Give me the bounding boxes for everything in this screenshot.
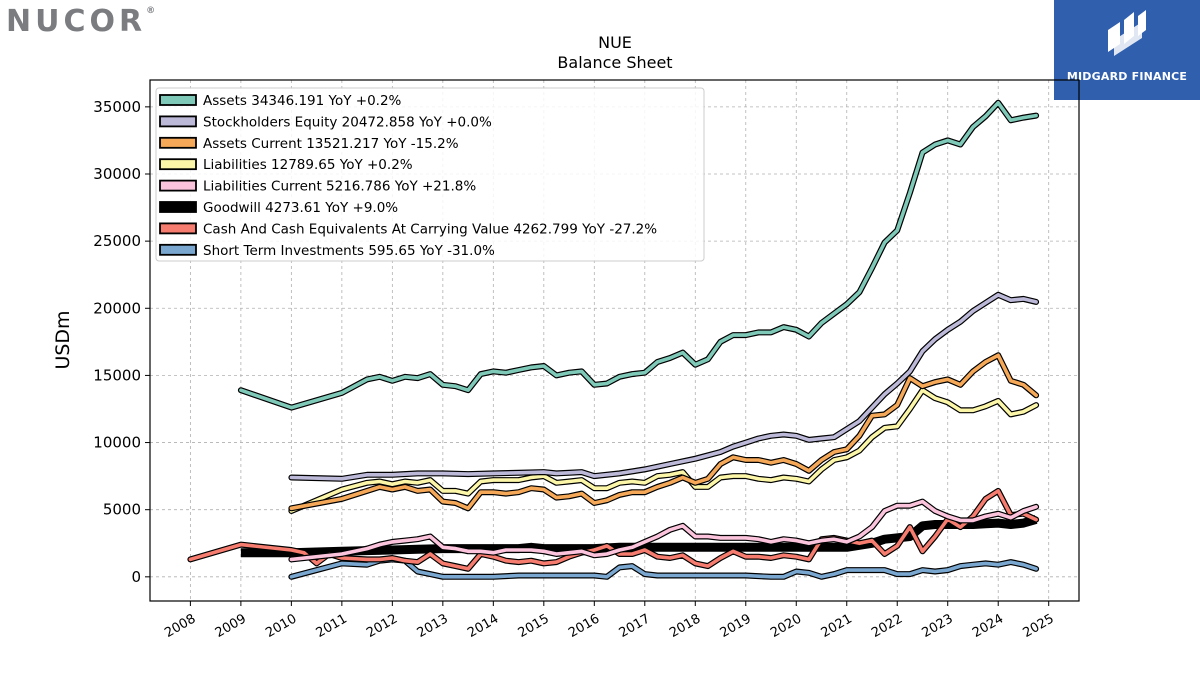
nucor-logo-text: NUCOR <box>6 4 147 39</box>
x-tick-label: 2018 <box>667 611 703 641</box>
series-line-short-term-investments <box>289 557 1038 579</box>
series-line-liabilities <box>289 388 1038 513</box>
y-tick-label: 35000 <box>93 98 141 116</box>
y-tick-label: 25000 <box>93 232 141 250</box>
series-layer <box>187 99 1040 580</box>
x-tick-label: 2010 <box>263 611 299 641</box>
series-outline-liabilities <box>288 387 1040 514</box>
x-tick-label: 2022 <box>869 611 905 641</box>
x-tick-label: 2014 <box>465 611 501 641</box>
y-tick-label: 20000 <box>93 299 141 317</box>
y-axis-label: USDm <box>52 310 74 369</box>
legend-swatch-liabilities-current <box>159 179 197 192</box>
x-tick-label: 2013 <box>415 611 451 641</box>
nucor-logo: NUCOR® <box>6 4 156 39</box>
x-tick-label: 2011 <box>314 611 350 641</box>
y-tick-label: 0 <box>131 568 141 586</box>
x-tick-label: 2017 <box>617 611 653 641</box>
legend-swatch-short-term-investments <box>159 243 197 256</box>
x-tick-label: 2016 <box>566 611 602 641</box>
legend-label-assets: Assets 34346.191 YoY +0.2% <box>203 93 402 109</box>
x-tick-label: 2024 <box>970 611 1006 641</box>
legend-label-cash-and-cash-equivalents-at-carrying-value: Cash And Cash Equivalents At Carrying Va… <box>203 221 657 237</box>
midgard-emblem-icon <box>1108 10 1146 56</box>
legend-swatch-assets <box>159 94 197 106</box>
legend-label-short-term-investments: Short Term Investments 595.65 YoY -31.0% <box>203 243 495 259</box>
series-line-assets-current <box>289 353 1038 511</box>
midgard-finance-text: MIDGARD FINANCE <box>1066 70 1188 83</box>
x-tick-label: 2021 <box>819 611 855 641</box>
x-tick-label: 2015 <box>516 611 552 641</box>
legend-swatch-assets-current <box>159 136 197 149</box>
x-tick-label: 2008 <box>162 611 198 641</box>
legend-swatch-liabilities <box>159 158 197 171</box>
y-tick-label: 5000 <box>103 501 141 519</box>
legend-label-liabilities: Liabilities 12789.65 YoY +0.2% <box>203 157 413 173</box>
legend-label-stockholders-equity: Stockholders Equity 20472.858 YoY +0.0% <box>203 114 492 130</box>
y-tick-label: 30000 <box>93 165 141 183</box>
legend-label-goodwill: Goodwill 4273.61 YoY +9.0% <box>203 200 398 216</box>
series-line-stockholders-equity <box>289 293 1038 481</box>
x-tick-label: 2020 <box>768 611 804 641</box>
midgard-finance-logo: MIDGARD FINANCE <box>1054 0 1200 100</box>
legend-label-assets-current: Assets Current 13521.217 YoY -15.2% <box>203 136 459 152</box>
chart-subtitle: Balance Sheet <box>557 53 672 72</box>
plot-frame <box>149 79 1080 602</box>
x-tick-label: 2012 <box>364 611 400 641</box>
series-line-liabilities-current <box>289 499 1038 562</box>
legend-label-liabilities-current: Liabilities Current 5216.786 YoY +21.8% <box>203 179 476 195</box>
chart-title: NUE <box>598 33 632 52</box>
x-tick-label: 2009 <box>213 611 249 641</box>
y-tick-label: 10000 <box>93 434 141 452</box>
series-line-assets <box>239 101 1038 410</box>
y-tick-label: 15000 <box>93 366 141 384</box>
legend-box <box>155 87 705 262</box>
x-tick-label: 2025 <box>1021 611 1057 641</box>
legend: Assets 34346.191 YoY +0.2% Stockholders E… <box>155 87 705 262</box>
x-tick-label: 2019 <box>718 611 754 641</box>
x-tick-label: 2023 <box>920 611 956 641</box>
legend-swatch-stockholders-equity <box>159 115 197 128</box>
legend-swatch-cash-and-cash-equivalents-at-carrying-value <box>159 222 197 235</box>
legend-swatch-goodwill <box>159 201 197 213</box>
registered-mark: ® <box>146 6 156 16</box>
series-line-cash-and-cash-equivalents-at-carrying-value <box>188 489 1038 571</box>
grid <box>150 80 1079 601</box>
